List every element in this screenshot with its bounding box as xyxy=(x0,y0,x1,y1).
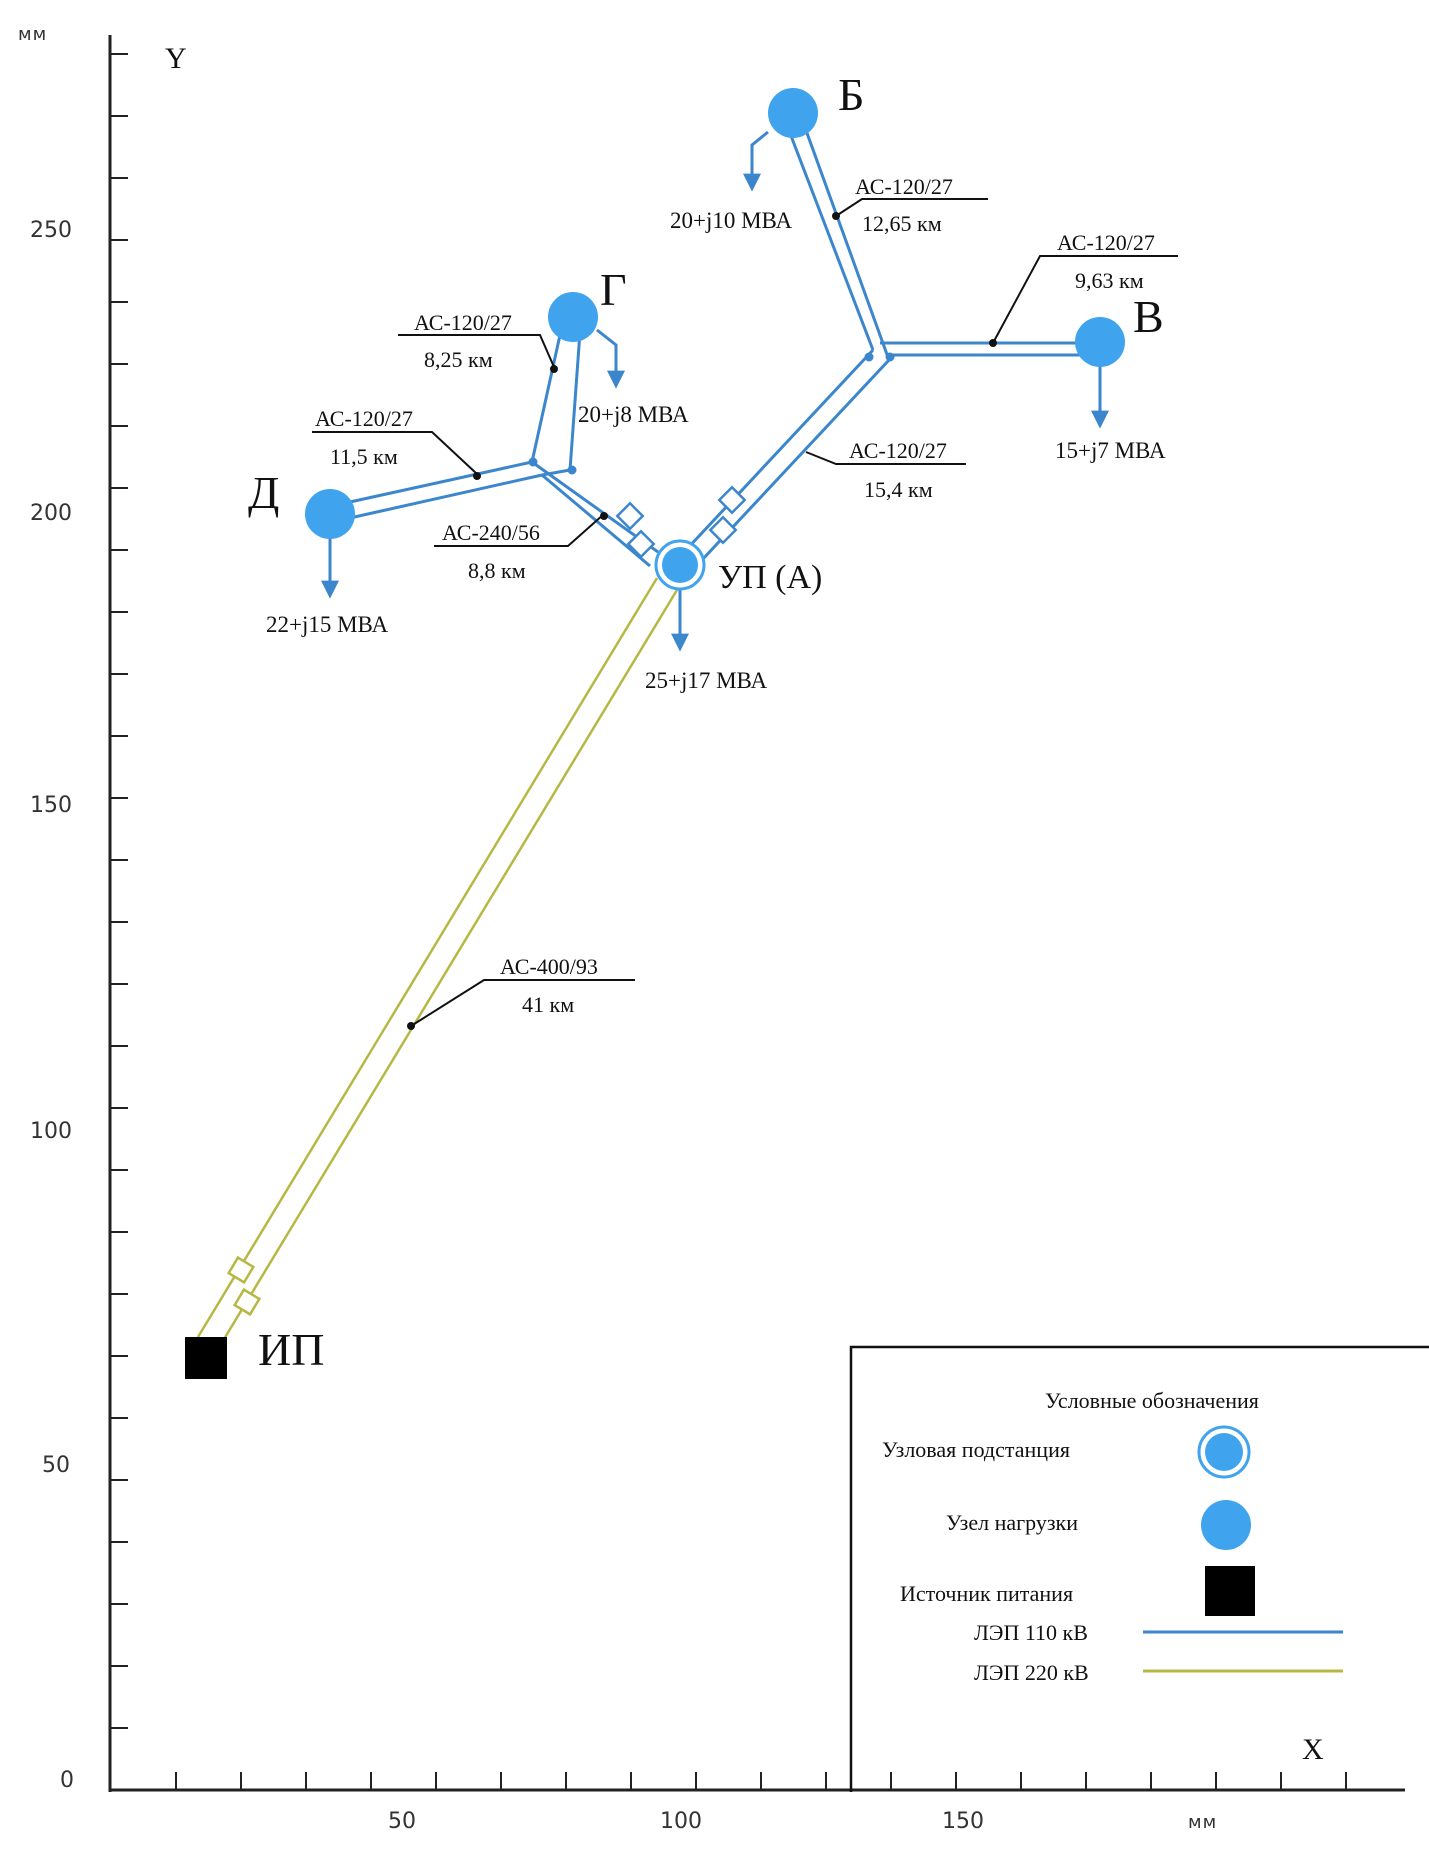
line-d-wire: АС-120/27 xyxy=(315,406,413,431)
line-110-a-j1-outer xyxy=(684,348,875,552)
x-tick-label-150: 150 xyxy=(942,1809,984,1834)
x-tick-label-50: 50 xyxy=(388,1809,416,1834)
x-axis: 50 100 150 мм xyxy=(110,1772,1405,1834)
load-labels: 20+j10 МВА 15+j7 МВА 20+j8 МВА 22+j15 МВ… xyxy=(266,208,1166,693)
line-labels: АС-120/27 12,65 км АС-120/27 9,63 км АС-… xyxy=(315,174,1155,1017)
disconnector-left-lower xyxy=(626,529,656,559)
disconnector-left-upper xyxy=(615,501,645,531)
node-ip-label: ИП xyxy=(258,1324,324,1375)
line-g-length: 8,25 км xyxy=(424,347,493,372)
line-right-branch-length: 15,4 км xyxy=(864,477,933,502)
y-tick-label-100: 100 xyxy=(30,1119,72,1144)
line-ip-a-wire: АС-400/93 xyxy=(500,954,598,979)
line-callouts xyxy=(312,198,1178,1027)
node-a-label: УП (А) xyxy=(718,559,822,596)
load-a-label: 25+j17 МВА xyxy=(645,668,767,693)
nodes xyxy=(185,88,1125,1379)
node-b-label: Б xyxy=(838,69,864,120)
legend-label-hub: Узловая подстанция xyxy=(882,1437,1070,1462)
legend-symbol-source xyxy=(1205,1566,1255,1616)
node-a-hub xyxy=(654,539,706,591)
legend: Условные обозначения Узловая подстанция … xyxy=(849,1345,1429,1792)
load-arrows xyxy=(321,130,1109,652)
line-av-length: 9,63 км xyxy=(1075,268,1144,293)
line-left-branch-length: 8,8 км xyxy=(468,558,526,583)
node-b xyxy=(768,88,818,138)
line-d-length: 11,5 км xyxy=(330,444,398,469)
load-arrow-g xyxy=(596,328,625,389)
line-220-disconnector-upper xyxy=(226,1255,256,1285)
legend-label-line-220: ЛЭП 220 кВ xyxy=(974,1660,1089,1685)
node-d xyxy=(305,489,355,539)
x-axis-letter: X xyxy=(1302,1733,1324,1766)
legend-symbol-hub xyxy=(1197,1425,1251,1479)
disconnector-right-lower xyxy=(708,515,738,545)
y-axis: мм Y 250 200 150 100 50 0 xyxy=(18,24,187,1793)
y-tick-label-250: 250 xyxy=(30,218,72,243)
line-220-ip-a xyxy=(196,577,679,1350)
callout-dots xyxy=(407,212,997,1030)
disconnector-right-upper xyxy=(717,485,747,515)
legend-label-line-110: ЛЭП 110 кВ xyxy=(974,1620,1088,1645)
load-b-label: 20+j10 МВА xyxy=(670,208,792,233)
line-ip-a-length: 41 км xyxy=(522,992,574,1017)
node-v-label: В xyxy=(1133,291,1164,342)
node-g xyxy=(548,292,598,342)
node-ip-source xyxy=(185,1337,227,1379)
legend-title: Условные обозначения xyxy=(1045,1388,1259,1413)
node-labels: Б В Г Д УП (А) ИП xyxy=(248,69,1164,1375)
load-v-label: 15+j7 МВА xyxy=(1055,438,1166,463)
y-tick-label-50: 50 xyxy=(42,1453,70,1478)
load-g-label: 20+j8 МВА xyxy=(578,402,689,427)
line-ab-length: 12,65 км xyxy=(862,211,942,236)
y-axis-letter: Y xyxy=(165,42,187,75)
x-axis-unit: мм xyxy=(1188,1812,1217,1833)
y-tick-label-200: 200 xyxy=(30,501,72,526)
node-v xyxy=(1075,317,1125,367)
line-220-disconnector-lower xyxy=(232,1287,262,1317)
y-axis-unit: мм xyxy=(18,24,47,45)
load-d-label: 22+j15 МВА xyxy=(266,612,388,637)
y-tick-label-0: 0 xyxy=(60,1768,74,1793)
line-av-wire: АС-120/27 xyxy=(1057,230,1155,255)
line-right-branch-wire: АС-120/27 xyxy=(849,438,947,463)
lines-110 xyxy=(349,121,1085,568)
line-g-wire: АС-120/27 xyxy=(414,310,512,335)
legend-label-load: Узел нагрузки xyxy=(946,1510,1078,1535)
line-ab-wire: АС-120/27 xyxy=(855,174,953,199)
x-axis-ticks xyxy=(175,1772,1347,1790)
node-g-label: Г xyxy=(600,264,627,315)
x-tick-label-100: 100 xyxy=(660,1809,702,1834)
line-left-branch-wire: АС-240/56 xyxy=(442,520,540,545)
load-arrow-b xyxy=(743,130,769,192)
legend-symbol-load xyxy=(1201,1500,1251,1550)
legend-label-source: Источник питания xyxy=(900,1581,1073,1606)
y-axis-ticks xyxy=(110,53,128,1729)
y-tick-label-150: 150 xyxy=(30,793,72,818)
node-d-label: Д xyxy=(248,467,279,518)
